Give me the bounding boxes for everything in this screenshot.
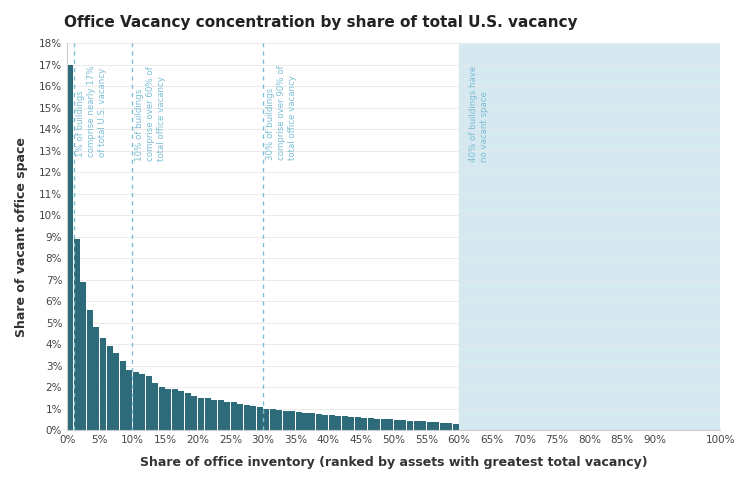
Bar [413,421,419,430]
Bar [302,413,308,430]
Bar [368,418,374,430]
Bar [80,282,86,430]
Bar [328,415,334,430]
Bar [100,338,106,430]
Bar [94,327,100,430]
Bar [244,405,250,430]
Text: 10% of buildings
comprise over 60% of
total office vacancy: 10% of buildings comprise over 60% of to… [135,66,166,161]
Bar [205,398,211,430]
Bar [191,395,197,430]
Bar [146,376,152,430]
Bar [394,420,400,430]
Bar [185,393,191,430]
Bar [381,419,387,430]
Bar [152,383,158,430]
Bar [453,424,459,430]
Bar [172,389,178,430]
Bar [133,372,139,430]
Bar [256,408,262,430]
Bar [113,353,119,430]
Text: 30% of buildings
comprise over 90% of
total office vacancy: 30% of buildings comprise over 90% of to… [266,66,297,160]
Bar [446,423,452,430]
Bar [290,411,296,430]
Bar [217,400,223,430]
Bar [74,239,80,430]
Bar [178,392,184,430]
Bar [374,419,380,430]
Bar [400,420,406,430]
Bar [140,374,146,430]
Bar [211,400,217,430]
Bar [440,423,446,430]
Bar [348,417,354,430]
Bar [407,421,413,430]
Bar [270,409,276,430]
Text: 40% of buildings have
no vacant space: 40% of buildings have no vacant space [469,66,489,162]
Bar [231,402,237,430]
Bar [335,416,341,430]
X-axis label: Share of office inventory (ranked by assets with greatest total vacancy): Share of office inventory (ranked by ass… [140,456,647,469]
Bar [355,417,361,430]
Text: 1% of buildings
comprise nearly 17%
of total U.S. vacancy: 1% of buildings comprise nearly 17% of t… [76,66,107,157]
Bar [420,422,426,430]
Bar [459,43,720,430]
Bar [106,346,112,430]
Bar [362,418,368,430]
Bar [433,423,439,430]
Bar [165,389,171,430]
Bar [198,398,204,430]
Bar [87,310,93,430]
Bar [237,404,243,430]
Bar [342,416,348,430]
Bar [224,402,230,430]
Bar [119,361,125,430]
Bar [68,65,74,430]
Bar [322,415,328,430]
Bar [309,413,315,430]
Bar [316,414,322,430]
Bar [388,420,394,430]
Bar [159,387,165,430]
Bar [126,370,132,430]
Bar [276,410,283,430]
Bar [283,411,289,430]
Bar [296,412,302,430]
Bar [251,407,257,430]
Bar [263,408,269,430]
Y-axis label: Share of vacant office space: Share of vacant office space [15,136,28,336]
Text: Office Vacancy concentration by share of total U.S. vacancy: Office Vacancy concentration by share of… [64,15,578,30]
Bar [427,422,433,430]
